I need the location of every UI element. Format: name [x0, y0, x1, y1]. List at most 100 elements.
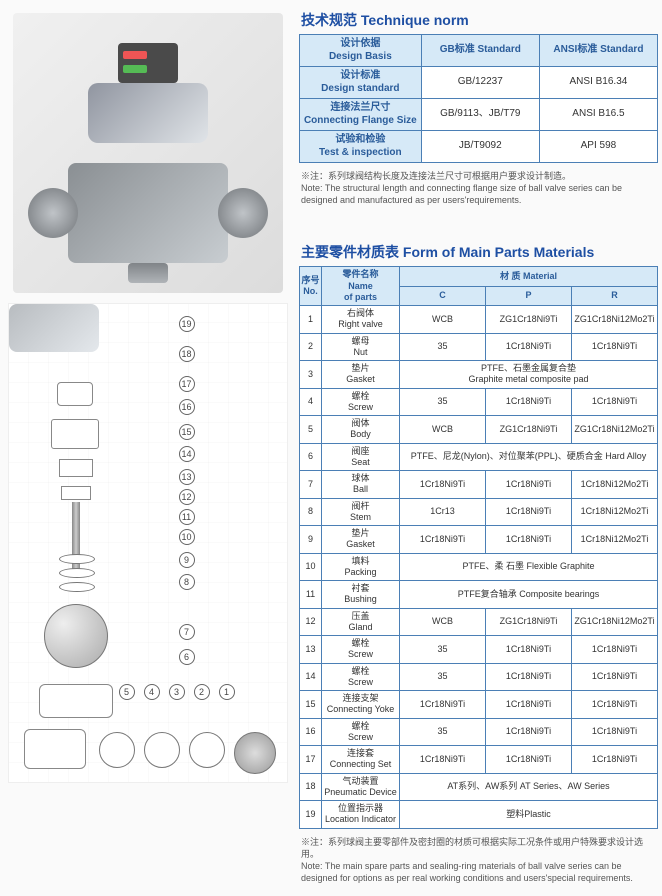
technique-row-ansi: ANSI B16.34: [539, 67, 657, 99]
parts-row-name: 阀座Seat: [322, 443, 400, 471]
callout-17: 17: [179, 376, 195, 392]
parts-row-no: 18: [300, 773, 322, 801]
technique-row-label: 设计标准Design standard: [300, 67, 422, 99]
callout-16: 16: [179, 399, 195, 415]
parts-row-p: 1Cr18Ni9Ti: [486, 333, 572, 361]
callout-18: 18: [179, 346, 195, 362]
parts-row-c: 1Cr18Ni9Ti: [400, 746, 486, 774]
callout-4: 4: [144, 684, 160, 700]
parts-note: ※注：系列球阀主要零部件及密封圈的材质可根据实际工况条件或用户特殊要求设计选用。…: [299, 833, 658, 893]
callout-5: 5: [119, 684, 135, 700]
parts-row-no: 16: [300, 718, 322, 746]
parts-row-c: WCB: [400, 306, 486, 334]
technique-row-gb: GB标准 Standard: [421, 35, 539, 67]
parts-row-name: 垫片Gasket: [322, 361, 400, 389]
callout-9: 9: [179, 552, 195, 568]
parts-row-no: 12: [300, 608, 322, 636]
parts-row-p: 1Cr18Ni9Ti: [486, 691, 572, 719]
callout-7: 7: [179, 624, 195, 640]
parts-row-name: 螺栓Screw: [322, 663, 400, 691]
parts-row-p: 1Cr18Ni9Ti: [486, 388, 572, 416]
parts-row-name: 螺母Nut: [322, 333, 400, 361]
parts-row-r: 1Cr18Ni12Mo2Ti: [572, 526, 658, 554]
technique-row-gb: GB/12237: [421, 67, 539, 99]
technique-title-cn: 技术规范: [301, 12, 357, 28]
exploded-view-diagram: 19 18 17 16 15 14 13 12 11 10 9 8: [8, 303, 288, 783]
parts-row-p: 1Cr18Ni9Ti: [486, 526, 572, 554]
parts-row-no: 6: [300, 443, 322, 471]
parts-row-material-merged: AT系列、AW系列 AT Series、AW Series: [400, 773, 658, 801]
parts-row-p: 1Cr18Ni9Ti: [486, 636, 572, 664]
parts-row-name: 螺栓Screw: [322, 636, 400, 664]
parts-row-material-merged: PTFE复合轴承 Composite bearings: [400, 581, 658, 609]
parts-row-name: 位置指示器Location Indicator: [322, 801, 400, 829]
parts-row-r: ZG1Cr18Ni12Mo2Ti: [572, 416, 658, 444]
technique-row-label: 试验和检验Test & inspection: [300, 131, 422, 163]
h-c: C: [400, 286, 486, 305]
technique-title-en: Technique norm: [361, 12, 469, 28]
parts-row-r: 1Cr18Ni9Ti: [572, 691, 658, 719]
parts-row-c: 35: [400, 718, 486, 746]
parts-row-no: 3: [300, 361, 322, 389]
parts-title-en: Form of Main Parts Materials: [403, 244, 594, 260]
parts-row-c: 1Cr13: [400, 498, 486, 526]
parts-row-name: 压盖Gland: [322, 608, 400, 636]
h-r: R: [572, 286, 658, 305]
parts-row-name: 阀体Body: [322, 416, 400, 444]
parts-table: 序号No. 零件名称Nameof parts 材 质 Material C P …: [299, 266, 658, 828]
parts-row-c: 35: [400, 388, 486, 416]
parts-row-name: 填料Packing: [322, 553, 400, 581]
parts-row-no: 9: [300, 526, 322, 554]
parts-row-r: 1Cr18Ni9Ti: [572, 663, 658, 691]
parts-row-r: ZG1Cr18Ni12Mo2Ti: [572, 608, 658, 636]
parts-row-c: WCB: [400, 416, 486, 444]
callout-12: 12: [179, 489, 195, 505]
parts-row-c: 35: [400, 636, 486, 664]
parts-row-p: 1Cr18Ni9Ti: [486, 471, 572, 499]
parts-row-name: 垫片Gasket: [322, 526, 400, 554]
parts-row-r: 1Cr18Ni12Mo2Ti: [572, 471, 658, 499]
parts-row-no: 15: [300, 691, 322, 719]
parts-row-no: 19: [300, 801, 322, 829]
parts-title-cn: 主要零件材质表: [301, 244, 399, 260]
parts-row-no: 7: [300, 471, 322, 499]
parts-row-name: 螺栓Screw: [322, 388, 400, 416]
parts-row-c: 35: [400, 333, 486, 361]
parts-row-no: 11: [300, 581, 322, 609]
h-material: 材 质 Material: [400, 267, 658, 286]
callout-10: 10: [179, 529, 195, 545]
technique-row-label: 设计依据Design Basis: [300, 35, 422, 67]
parts-row-no: 4: [300, 388, 322, 416]
h-name: 零件名称Nameof parts: [322, 267, 400, 306]
technique-note: ※注：系列球阀结构长度及连接法兰尺寸可根据用户要求设计制造。 Note: The…: [299, 167, 658, 214]
callout-3: 3: [169, 684, 185, 700]
h-p: P: [486, 286, 572, 305]
technique-row-ansi: API 598: [539, 131, 657, 163]
parts-row-name: 右阀体Right valve: [322, 306, 400, 334]
callout-11: 11: [179, 509, 195, 525]
parts-row-c: WCB: [400, 608, 486, 636]
parts-row-p: ZG1Cr18Ni9Ti: [486, 416, 572, 444]
parts-row-no: 13: [300, 636, 322, 664]
parts-row-r: ZG1Cr18Ni12Mo2Ti: [572, 306, 658, 334]
parts-row-r: 1Cr18Ni9Ti: [572, 388, 658, 416]
callout-15: 15: [179, 424, 195, 440]
parts-row-c: 1Cr18Ni9Ti: [400, 526, 486, 554]
technique-table: 设计依据Design BasisGB标准 StandardANSI标准 Stan…: [299, 34, 658, 163]
parts-row-no: 10: [300, 553, 322, 581]
parts-row-c: 35: [400, 663, 486, 691]
parts-row-p: ZG1Cr18Ni9Ti: [486, 608, 572, 636]
parts-row-p: 1Cr18Ni9Ti: [486, 746, 572, 774]
parts-row-r: 1Cr18Ni9Ti: [572, 718, 658, 746]
callout-13: 13: [179, 469, 195, 485]
product-photo: [13, 13, 283, 293]
technique-row-ansi: ANSI标准 Standard: [539, 35, 657, 67]
parts-row-name: 连接套Connecting Set: [322, 746, 400, 774]
parts-row-c: 1Cr18Ni9Ti: [400, 471, 486, 499]
parts-row-no: 1: [300, 306, 322, 334]
technique-row-gb: GB/9113、JB/T79: [421, 99, 539, 131]
parts-row-no: 14: [300, 663, 322, 691]
parts-row-name: 阀杆Stem: [322, 498, 400, 526]
technique-row-ansi: ANSI B16.5: [539, 99, 657, 131]
parts-row-name: 螺栓Screw: [322, 718, 400, 746]
